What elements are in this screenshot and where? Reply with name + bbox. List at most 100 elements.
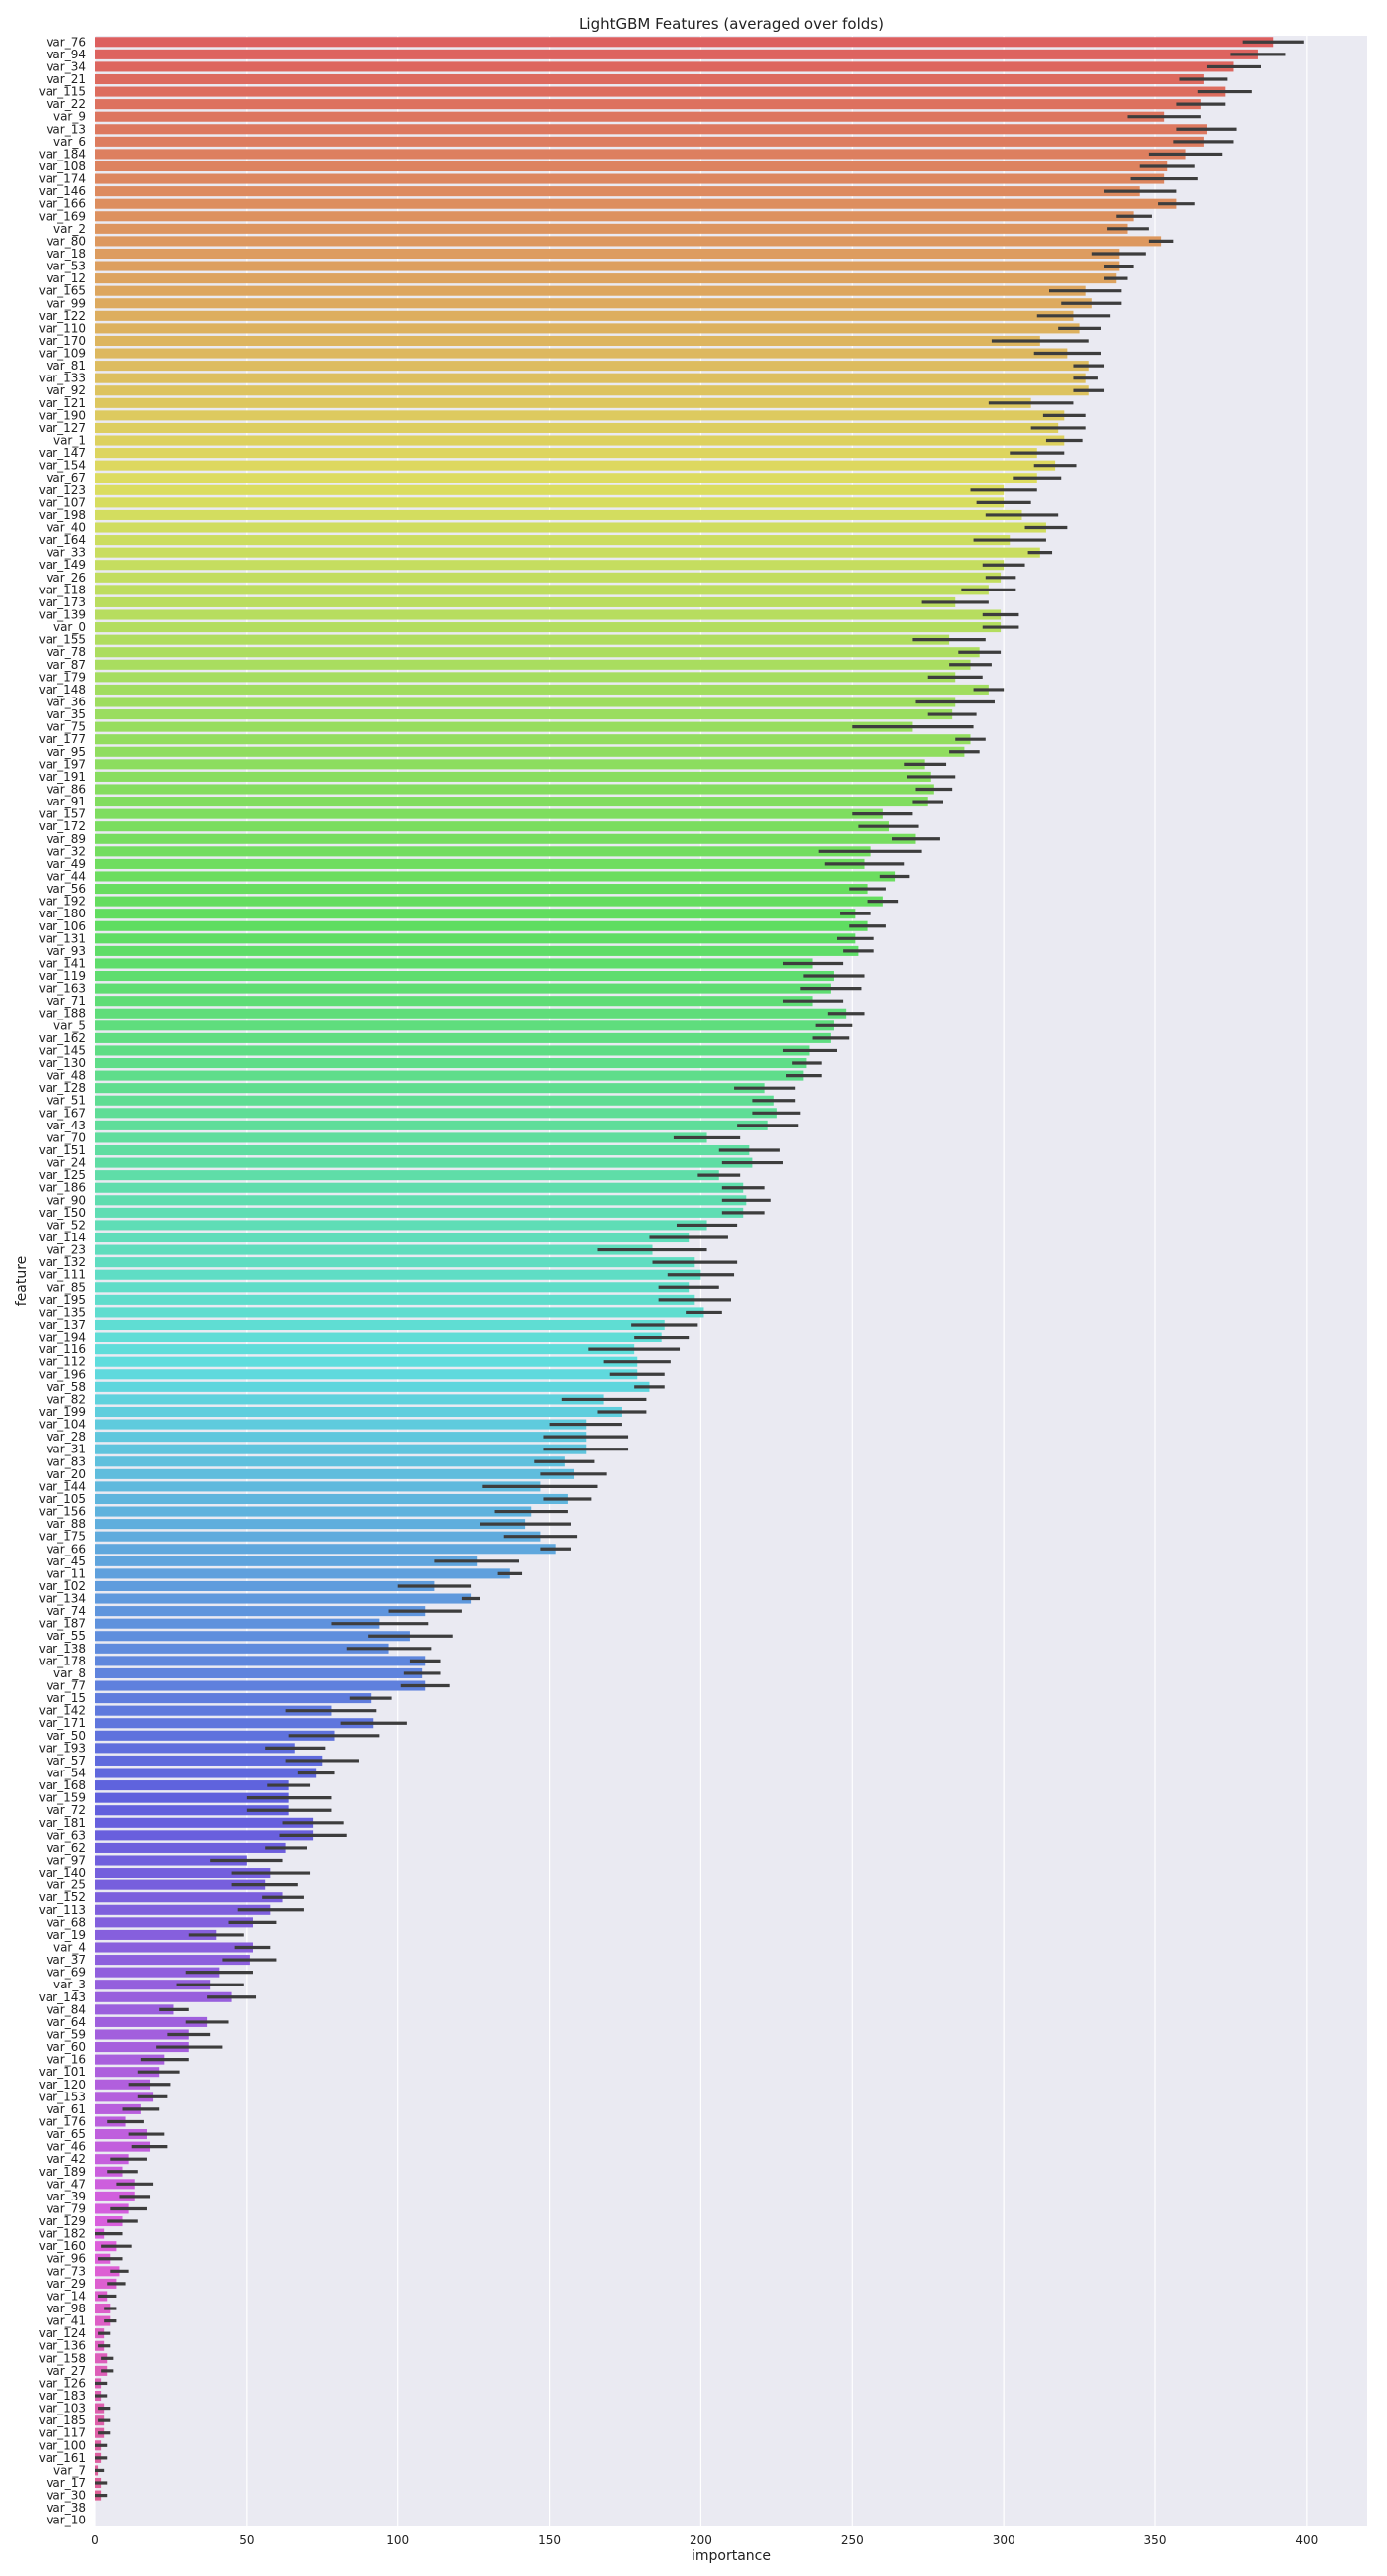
- bar-var_172: [95, 821, 889, 832]
- y-tick-label: var_107: [39, 495, 86, 509]
- bar-var_43: [95, 1120, 768, 1130]
- bar-var_156: [95, 1506, 532, 1517]
- y-tick-label: var_74: [46, 1604, 86, 1618]
- bars: [95, 37, 1274, 2501]
- y-tick-label: var_108: [39, 160, 86, 173]
- y-tick-label: var_166: [39, 197, 86, 211]
- bar-var_28: [95, 1432, 587, 1443]
- y-tick-label: var_179: [39, 670, 86, 684]
- y-tick-label: var_18: [46, 247, 86, 261]
- bar-var_175: [95, 1531, 541, 1542]
- bar-var_53: [95, 261, 1120, 271]
- bar-var_13: [95, 124, 1207, 135]
- y-tick-label: var_160: [39, 2239, 86, 2253]
- bar-var_26: [95, 572, 1002, 583]
- bar-var_31: [95, 1444, 587, 1454]
- y-tick-label: var_119: [39, 969, 86, 983]
- y-tick-label: var_13: [46, 122, 86, 136]
- bar-var_77: [95, 1680, 426, 1691]
- bar-var_125: [95, 1170, 719, 1181]
- bar-var_145: [95, 1045, 810, 1056]
- y-tick-label: var_29: [46, 2277, 86, 2291]
- y-tick-label: var_84: [46, 2002, 86, 2016]
- bar-var_138: [95, 1643, 389, 1654]
- y-tick-label: var_168: [39, 1778, 86, 1792]
- y-tick-label: var_57: [46, 1754, 86, 1768]
- y-tick-labels: var_76var_94var_34var_21var_115var_22var…: [39, 35, 86, 2526]
- y-tick-label: var_82: [46, 1392, 86, 1406]
- y-tick-label: var_15: [46, 1691, 86, 1705]
- bar-var_197: [95, 759, 925, 770]
- y-tick-label: var_76: [46, 35, 86, 49]
- x-tick-label: 300: [993, 2533, 1015, 2547]
- y-tick-label: var_125: [39, 1168, 86, 1182]
- bar-var_25: [95, 1879, 266, 1890]
- bar-var_97: [95, 1855, 247, 1866]
- y-tick-label: var_148: [39, 683, 86, 697]
- y-tick-label: var_150: [39, 1206, 86, 1220]
- bar-var_135: [95, 1307, 704, 1318]
- bar-var_155: [95, 634, 950, 645]
- bar-var_122: [95, 310, 1074, 321]
- y-tick-label: var_104: [39, 1418, 86, 1432]
- y-tick-label: var_63: [46, 1828, 86, 1842]
- x-tick-label: 250: [841, 2533, 864, 2547]
- y-tick-label: var_183: [39, 2389, 86, 2403]
- y-tick-label: var_153: [39, 2090, 86, 2103]
- bar-var_132: [95, 1257, 695, 1268]
- bar-var_163: [95, 983, 831, 994]
- y-tick-label: var_187: [39, 1617, 86, 1631]
- y-tick-label: var_180: [39, 907, 86, 920]
- y-tick-label: var_4: [53, 1940, 86, 1954]
- bar-var_118: [95, 585, 989, 595]
- bar-var_70: [95, 1132, 707, 1143]
- y-tick-label: var_123: [39, 483, 86, 497]
- bar-var_86: [95, 784, 934, 795]
- y-tick-label: var_190: [39, 408, 86, 422]
- bar-var_6: [95, 136, 1204, 147]
- y-tick-label: var_0: [53, 620, 86, 634]
- bar-var_46: [95, 2141, 151, 2152]
- x-tick-label: 100: [386, 2533, 409, 2547]
- y-tick-label: var_34: [46, 59, 86, 73]
- bar-var_148: [95, 684, 989, 695]
- y-tick-label: var_122: [39, 309, 86, 323]
- y-tick-label: var_169: [39, 209, 86, 223]
- bar-var_190: [95, 410, 1065, 421]
- bar-var_131: [95, 933, 856, 944]
- y-tick-label: var_111: [39, 1268, 86, 1282]
- bar-var_106: [95, 920, 868, 931]
- y-tick-label: var_114: [39, 1231, 86, 1244]
- y-tick-label: var_167: [39, 1106, 86, 1120]
- y-tick-label: var_189: [39, 2165, 86, 2179]
- y-tick-label: var_112: [39, 1355, 86, 1369]
- y-tick-label: var_117: [39, 2426, 86, 2440]
- bar-var_83: [95, 1456, 565, 1467]
- bar-var_36: [95, 697, 956, 707]
- y-tick-label: var_94: [46, 48, 86, 61]
- y-tick-label: var_81: [46, 359, 86, 373]
- y-tick-label: var_55: [46, 1629, 86, 1643]
- bar-var_193: [95, 1743, 295, 1754]
- bar-var_95: [95, 746, 965, 757]
- y-tick-label: var_2: [53, 222, 86, 236]
- y-tick-label: var_36: [46, 695, 86, 708]
- bar-var_34: [95, 61, 1234, 72]
- bar-var_47: [95, 2179, 135, 2190]
- y-tick-label: var_144: [39, 1479, 86, 1493]
- y-tick-label: var_159: [39, 1791, 86, 1805]
- bar-var_71: [95, 996, 813, 1007]
- bar-var_133: [95, 373, 1086, 383]
- y-tick-label: var_142: [39, 1704, 86, 1718]
- y-tick-label: var_40: [46, 521, 86, 535]
- bar-var_108: [95, 161, 1168, 172]
- y-tick-label: var_95: [46, 745, 86, 759]
- y-tick-label: var_38: [46, 2501, 86, 2515]
- y-tick-label: var_131: [39, 931, 86, 945]
- y-tick-label: var_116: [39, 1342, 86, 1356]
- y-axis-label: feature: [14, 1256, 30, 1307]
- y-tick-label: var_14: [46, 2289, 86, 2303]
- y-tick-label: var_50: [46, 1729, 86, 1743]
- y-tick-label: var_39: [46, 2190, 86, 2203]
- y-tick-label: var_193: [39, 1741, 86, 1755]
